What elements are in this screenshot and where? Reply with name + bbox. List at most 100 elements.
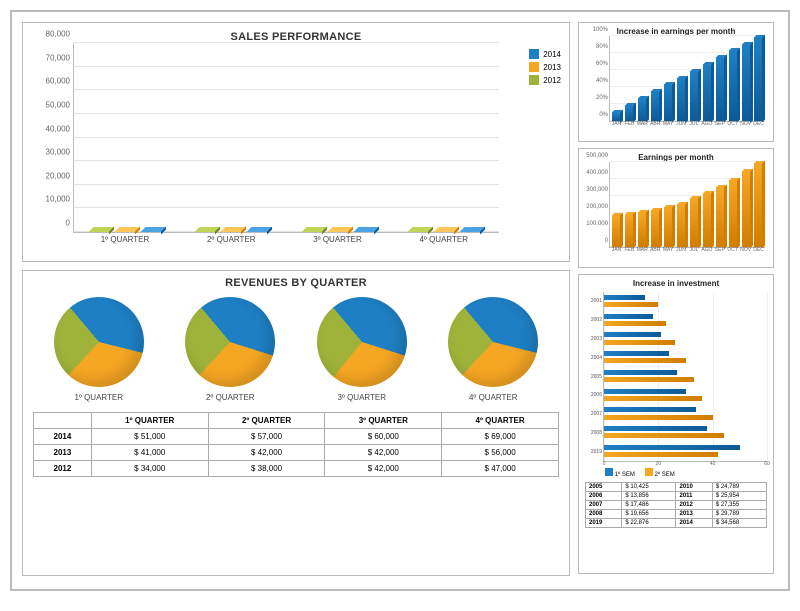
bar	[729, 181, 737, 247]
pie-row: 1º QUARTER2º QUARTER3º QUARTER4º QUARTER	[33, 297, 559, 402]
x-label: OCT	[727, 247, 738, 253]
bar	[664, 85, 672, 121]
bar	[729, 51, 737, 121]
hbar	[604, 407, 696, 412]
y-tick: 70,000	[46, 53, 70, 62]
hbar	[604, 415, 713, 420]
y-label: 2005	[591, 374, 602, 380]
hbar	[604, 396, 702, 401]
bar	[742, 172, 750, 247]
y-tick: 60,000	[46, 77, 70, 86]
pie-2: 2º QUARTER	[185, 297, 275, 402]
x-tick: 40	[710, 461, 716, 467]
bar	[716, 188, 724, 248]
x-label: MAY	[663, 121, 673, 127]
hbar	[604, 295, 645, 300]
y-tick: 80,000	[46, 30, 70, 39]
x-label: MAR	[637, 247, 648, 253]
x-label: NOV	[740, 121, 751, 127]
y-tick: 60%	[596, 61, 608, 67]
revenues-by-quarter: REVENUES BY QUARTER 1º QUARTER2º QUARTER…	[22, 270, 570, 576]
dashboard: SALES PERFORMANCE 010,00020,00030,00040,…	[10, 10, 790, 591]
bar	[638, 99, 646, 121]
y-tick: 0	[66, 219, 70, 228]
hbar	[604, 302, 658, 307]
y-label: 2003	[591, 336, 602, 342]
bar	[612, 113, 620, 122]
bar	[612, 216, 620, 247]
x-label: 4º QUARTER	[419, 235, 468, 244]
y-label: 2002	[591, 317, 602, 323]
increase-investment-chart: Increase in investment 02040602001200220…	[578, 274, 774, 574]
bar	[651, 92, 659, 121]
hbar	[604, 433, 724, 438]
hbar	[604, 370, 677, 375]
x-label: MAR	[637, 121, 648, 127]
x-label: JUL	[690, 121, 699, 127]
x-tick: 60	[764, 461, 770, 467]
mini3-area: 0204060200120022003200420052006200720082…	[603, 292, 767, 462]
x-label: JUN	[676, 121, 686, 127]
x-label: DEC	[753, 121, 764, 127]
x-label: ABR	[650, 121, 660, 127]
mini3-title: Increase in investment	[585, 279, 767, 288]
bar	[754, 164, 762, 247]
bar	[638, 213, 646, 247]
bar	[677, 79, 685, 122]
mini1-area: 0%20%40%60%80%100%JANFEBMARABRMAYJUNJULA…	[609, 36, 765, 122]
y-tick: 500,000	[586, 153, 608, 159]
bar	[625, 106, 633, 121]
legend-item: 2013	[529, 62, 561, 72]
hbar	[604, 314, 653, 319]
x-label: FEB	[625, 247, 635, 253]
y-tick: 400,000	[586, 170, 608, 176]
sales-chart-area: 010,00020,00030,00040,00050,00060,00070,…	[73, 43, 499, 233]
x-label: JAN	[612, 247, 621, 253]
y-tick: 0	[605, 238, 608, 244]
y-tick: 300,000	[586, 187, 608, 193]
hbar	[604, 351, 669, 356]
bar	[625, 215, 633, 247]
right-column: Increase in earnings per month 0%20%40%6…	[578, 22, 774, 579]
x-label: MAY	[663, 247, 673, 253]
bar	[754, 38, 762, 121]
x-label: AGO	[701, 247, 712, 253]
y-tick: 80%	[596, 44, 608, 50]
sales-legend: 201420132012	[529, 49, 561, 88]
legend-item: 1º SEM	[605, 468, 635, 478]
hbar	[604, 389, 686, 394]
pie-label: 2º QUARTER	[185, 393, 275, 402]
pie-1: 1º QUARTER	[54, 297, 144, 402]
bar	[742, 45, 750, 122]
investment-table: 2005$ 10,4252010$ 24,7892006$ 13,8562011…	[585, 482, 767, 528]
x-label: ABR	[650, 247, 660, 253]
pie-label: 1º QUARTER	[54, 393, 144, 402]
y-label: 2019	[591, 449, 602, 455]
pie-label: 4º QUARTER	[448, 393, 538, 402]
hbar	[604, 340, 675, 345]
hbar	[604, 452, 718, 457]
bar	[703, 65, 711, 121]
y-tick: 50,000	[46, 100, 70, 109]
y-label: 2007	[591, 411, 602, 417]
y-tick: 20%	[596, 95, 608, 101]
hbar	[604, 332, 661, 337]
legend-item: 2014	[529, 49, 561, 59]
left-column: SALES PERFORMANCE 010,00020,00030,00040,…	[22, 22, 570, 579]
bar	[677, 205, 685, 248]
y-label: 2008	[591, 430, 602, 436]
bar	[716, 58, 724, 121]
sales-performance-chart: SALES PERFORMANCE 010,00020,00030,00040,…	[22, 22, 570, 262]
y-tick: 30,000	[46, 148, 70, 157]
x-label: DEC	[753, 247, 764, 253]
y-tick: 40,000	[46, 124, 70, 133]
x-label: 3º QUARTER	[313, 235, 362, 244]
hbar	[604, 445, 740, 450]
hbar	[604, 377, 694, 382]
y-tick: 20,000	[46, 171, 70, 180]
x-label: JUN	[676, 247, 686, 253]
x-label: 2º QUARTER	[207, 235, 256, 244]
x-tick: 20	[656, 461, 662, 467]
y-tick: 40%	[596, 78, 608, 84]
legend-item: 2º SEM	[645, 468, 675, 478]
